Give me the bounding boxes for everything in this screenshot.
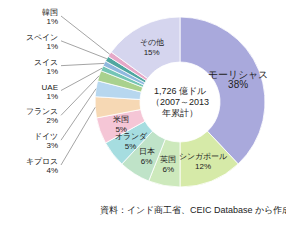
svg-text:モーリシャス38%: モーリシャス38% — [208, 69, 268, 90]
svg-text:スイス1%: スイス1% — [34, 58, 58, 76]
svg-text:日本6%: 日本6% — [139, 147, 155, 166]
svg-text:1,726 億ドル（2007～2013年累計）: 1,726 億ドル（2007～2013年累計） — [151, 86, 209, 118]
svg-text:シンガポール12%: シンガポール12% — [179, 152, 227, 171]
svg-text:英国6%: 英国6% — [160, 155, 176, 174]
svg-text:スペイン1%: スペイン1% — [26, 33, 58, 51]
svg-text:フランス2%: フランス2% — [26, 107, 58, 125]
svg-text:ドイツ3%: ドイツ3% — [34, 132, 58, 150]
svg-text:その他15%: その他15% — [140, 38, 164, 57]
svg-text:米国5%: 米国5% — [113, 115, 129, 134]
svg-text:キプロス4%: キプロス4% — [26, 157, 58, 175]
svg-text:UAE1%: UAE1% — [42, 83, 58, 101]
svg-text:韓国1%: 韓国1% — [42, 8, 58, 26]
svg-text:オランダ5%: オランダ5% — [115, 132, 148, 151]
